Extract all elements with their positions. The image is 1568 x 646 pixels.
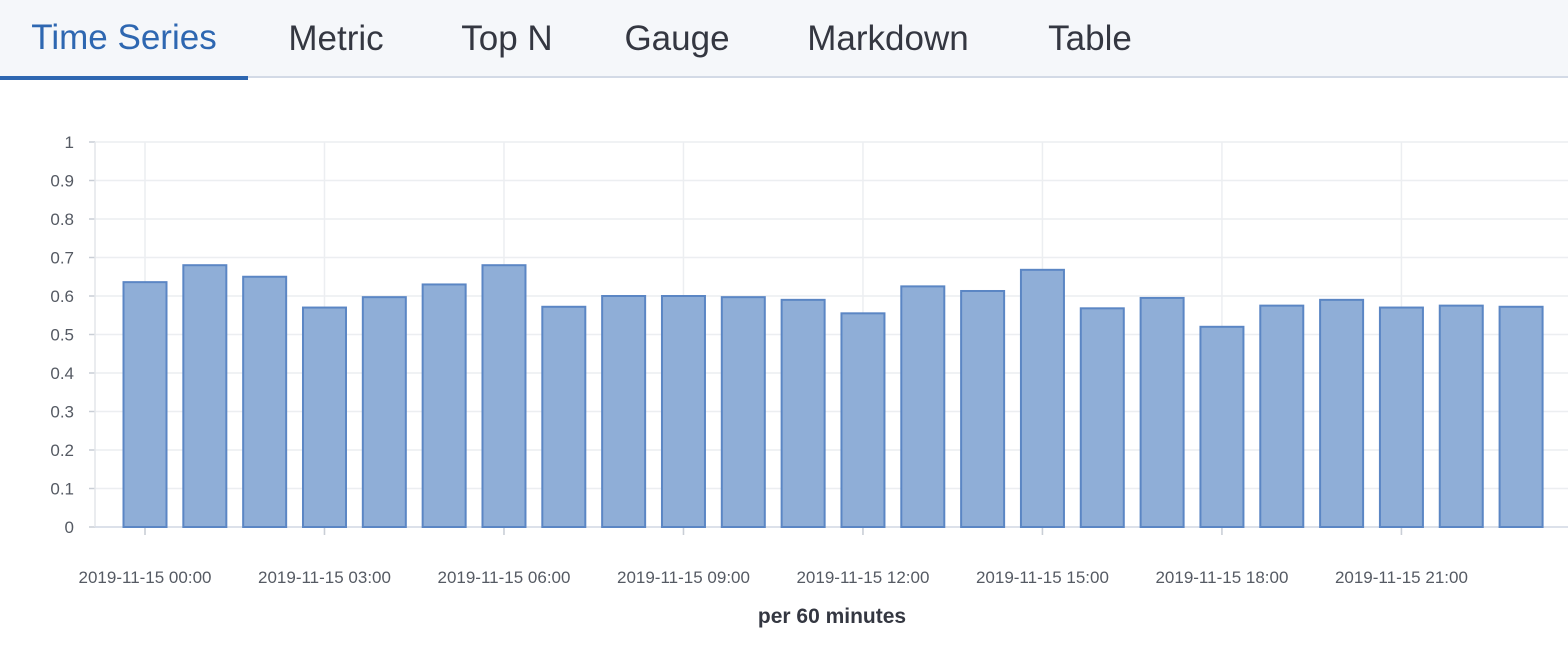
bar[interactable] xyxy=(242,275,288,528)
bar[interactable] xyxy=(720,296,766,528)
tab-gauge[interactable]: Gauge xyxy=(624,19,730,58)
x-axis-title: per 60 minutes xyxy=(758,605,906,628)
time-series-chart: 0 0.1 0.2 0.3 0.4 0.5 0.6 0.7 0.8 0.9 1 2019-11-15 … xyxy=(50,133,1568,628)
tab-table[interactable]: Table xyxy=(1048,19,1132,58)
bar[interactable] xyxy=(421,283,467,528)
bar[interactable] xyxy=(361,296,407,528)
x-tick-label: 2019-11-15 09:00 xyxy=(617,568,750,587)
chart-tick-labels: 0 0.1 0.2 0.3 0.4 0.5 0.6 0.7 0.8 0.9 1 2019-11-15 … xyxy=(50,133,1468,587)
x-tick-label: 2019-11-15 00:00 xyxy=(79,568,212,587)
bar[interactable] xyxy=(541,305,587,528)
y-tick-label: 0.3 xyxy=(50,403,74,422)
bar[interactable] xyxy=(840,312,886,528)
bar[interactable] xyxy=(960,289,1006,528)
x-tick-label: 2019-11-15 15:00 xyxy=(976,568,1109,587)
bar[interactable] xyxy=(900,285,946,528)
chart-bars xyxy=(122,264,1544,528)
bar[interactable] xyxy=(301,306,347,528)
tab-top-n[interactable]: Top N xyxy=(461,19,553,58)
x-tick-label: 2019-11-15 12:00 xyxy=(796,568,929,587)
bar[interactable] xyxy=(1259,304,1305,528)
y-tick-label: 0.5 xyxy=(50,326,74,345)
tab-metric[interactable]: Metric xyxy=(288,19,384,58)
x-tick-label: 2019-11-15 03:00 xyxy=(258,568,391,587)
x-tick-label: 2019-11-15 18:00 xyxy=(1155,568,1288,587)
bar[interactable] xyxy=(1319,298,1365,528)
bar[interactable] xyxy=(1139,296,1185,528)
bar[interactable] xyxy=(1019,268,1065,528)
y-tick-label: 0.2 xyxy=(50,441,74,460)
bar[interactable] xyxy=(601,295,647,528)
bar[interactable] xyxy=(1378,306,1424,528)
y-tick-label: 0.4 xyxy=(50,364,74,383)
y-tick-label: 0.6 xyxy=(50,287,74,306)
tab-time-series[interactable]: Time Series xyxy=(0,0,248,80)
y-tick-label: 0 xyxy=(65,518,74,537)
bar[interactable] xyxy=(660,295,706,528)
bar[interactable] xyxy=(780,298,826,528)
bar[interactable] xyxy=(1199,325,1245,528)
y-tick-label: 0.7 xyxy=(50,249,74,268)
bar[interactable] xyxy=(1079,307,1125,528)
y-tick-label: 0.8 xyxy=(50,210,74,229)
x-tick-label: 2019-11-15 21:00 xyxy=(1335,568,1468,587)
bar[interactable] xyxy=(182,264,228,528)
bar[interactable] xyxy=(1498,305,1544,528)
bar[interactable] xyxy=(1438,304,1484,528)
y-tick-label: 1 xyxy=(65,133,74,152)
y-tick-label: 0.1 xyxy=(50,480,74,499)
y-tick-label: 0.9 xyxy=(50,172,74,191)
tab-bar: Time Series Metric Top N Gauge Markdown … xyxy=(0,0,1568,80)
bar[interactable] xyxy=(481,264,527,528)
bar[interactable] xyxy=(122,281,168,528)
tab-markdown[interactable]: Markdown xyxy=(807,19,969,58)
x-tick-label: 2019-11-15 06:00 xyxy=(437,568,570,587)
